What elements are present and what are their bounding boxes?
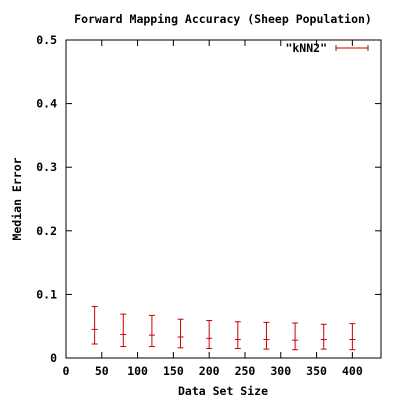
x-tick-label: 200 [199,364,220,378]
x-tick-label: 150 [163,364,184,378]
error-bar-point [234,321,241,349]
x-tick-label: 100 [127,364,148,378]
x-tick-label: 250 [235,364,256,378]
error-bar-point [320,323,327,350]
error-bar-point [349,323,356,351]
legend: "kNN2" [285,41,369,55]
y-tick-label: 0 [50,351,57,365]
x-tick-label: 0 [63,364,70,378]
x-axis-label: Data Set Size [178,384,268,398]
error-bar-point [148,314,155,348]
y-axis-label: Median Error [10,157,24,240]
y-tick-label: 0.5 [36,33,57,47]
x-tick-label: 300 [270,364,291,378]
x-tick-label: 400 [342,364,363,378]
y-tick-label: 0.2 [36,224,57,238]
series-knn2 [91,305,356,351]
error-bar-point [177,318,184,349]
error-bar-point [206,319,213,349]
error-bar-point [91,305,98,345]
x-tick-label: 350 [306,364,327,378]
y-tick-label: 0.3 [36,160,57,174]
plot-frame [65,39,382,359]
error-bar-point [263,321,270,350]
error-bar-point [120,313,127,348]
x-tick-label: 50 [95,364,109,378]
x-axis: 0 50 100 150 200 250 300 350 400 [63,40,363,378]
chart-title: Forward Mapping Accuracy (Sheep Populati… [74,12,372,26]
y-tick-label: 0.4 [36,97,57,111]
y-axis: 0 0.1 0.2 0.3 0.4 0.5 [36,33,381,365]
legend-entry-knn2: "kNN2" [285,41,327,55]
error-bar-point [292,322,299,351]
y-tick-label: 0.1 [36,287,57,301]
